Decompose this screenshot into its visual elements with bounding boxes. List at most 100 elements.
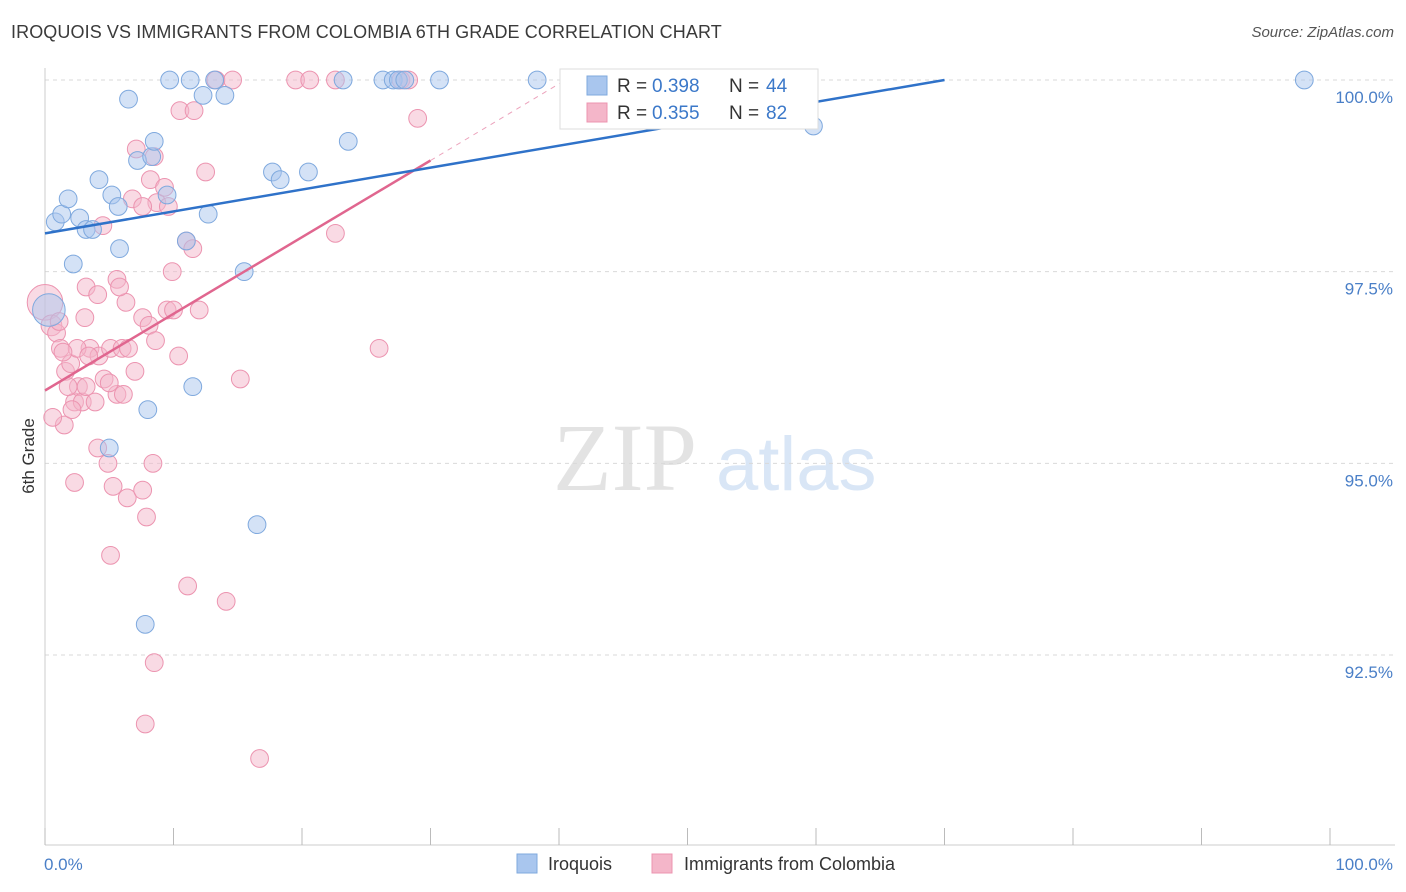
watermark-zip: ZIP: [553, 404, 697, 511]
y-tick-label-0: 92.5%: [1345, 663, 1393, 682]
grid-lines: [45, 79, 1395, 656]
iroquois-point-23: [215, 85, 235, 105]
legend-n-value-1: 44: [766, 76, 788, 97]
colombia-point-56: [110, 277, 129, 297]
iroquois-point-10: [108, 197, 128, 216]
iroquois-point-34: [430, 70, 449, 90]
colombia-point-65: [101, 545, 120, 565]
iroquois-point-14: [142, 147, 162, 167]
colombia-point-70: [250, 749, 269, 768]
y-tick-label-1: 95.0%: [1345, 471, 1393, 490]
legend-n-label-1: N =: [729, 76, 759, 97]
x-tick-label-0: 0.0%: [44, 855, 83, 874]
iroquois-point-36: [138, 400, 158, 420]
iroquois-point-11: [110, 239, 129, 259]
iroquois-point-15: [144, 131, 164, 151]
iroquois-point-38: [99, 438, 119, 458]
colombia-point-52: [230, 369, 250, 389]
colombia-point-75: [79, 346, 99, 366]
colombia-point-21: [125, 361, 145, 381]
colombia-point-27: [169, 346, 189, 366]
iroquois-point-35: [527, 70, 547, 90]
iroquois-point-4: [63, 254, 83, 274]
bottom-legend: Iroquois Immigrants from Colombia: [516, 853, 896, 874]
iroquois-point-8: [89, 170, 109, 190]
colombia-point-46: [300, 70, 320, 90]
iroquois-point-18: [176, 231, 196, 251]
iroquois-point-12: [119, 89, 138, 109]
colombia-point-67: [216, 591, 236, 611]
iroquois-point-16: [157, 185, 177, 205]
iroquois-point-43: [1294, 70, 1314, 90]
y-axis-title: 6th Grade: [19, 418, 38, 494]
colombia-point-51: [326, 223, 345, 243]
iroquois-point-29: [338, 131, 358, 151]
iroquois-point-39: [247, 515, 267, 535]
legend-n-value-2: 82: [766, 103, 787, 124]
iroquois-point-22: [205, 70, 225, 90]
colombia-point-81: [43, 407, 63, 427]
iroquois-point-19: [180, 70, 200, 90]
y-tick-label-2: 97.5%: [1345, 280, 1393, 299]
iroquois-point-37: [183, 377, 203, 397]
iroquois-point-40: [135, 614, 155, 634]
colombia-point-71: [369, 338, 389, 358]
colombia-point-80: [53, 342, 73, 362]
colombia-point-63: [137, 507, 156, 527]
colombia-point-66: [178, 576, 198, 596]
colombia-point-69: [135, 714, 155, 734]
colombia-point-54: [133, 197, 153, 216]
iroquois-point-26: [270, 170, 290, 190]
colombia-point-59: [103, 476, 123, 496]
colombia-point-68: [144, 653, 164, 673]
colombia-points: [26, 70, 428, 768]
y-tick-label-3: 100.0%: [1335, 88, 1393, 107]
iroquois-point-17: [160, 70, 180, 90]
iroquois-point-20: [193, 85, 213, 105]
stats-legend: R = 0.398 N = 44 R = 0.355 N = 82: [559, 68, 819, 130]
legend-r-label-1: R =: [617, 76, 647, 97]
colombia-point-78: [189, 300, 209, 320]
legend-r-value-2: 0.355: [652, 103, 700, 124]
axes: [44, 68, 1395, 846]
iroquois-point-21: [198, 204, 218, 224]
watermark-atlas: atlas: [716, 422, 877, 507]
colombia-point-42: [196, 162, 216, 182]
iroquois-point-3: [58, 189, 78, 209]
legend-r-label-2: R =: [617, 103, 647, 124]
colombia-point-77: [113, 384, 133, 404]
colombia-point-14: [85, 392, 105, 412]
bottom-legend-colombia: Immigrants from Colombia: [684, 854, 896, 874]
colombia-point-60: [117, 488, 137, 508]
source-credit: Source: ZipAtlas.com: [1251, 24, 1394, 41]
colombia-point-11: [62, 400, 82, 420]
colombia-point-64: [65, 473, 84, 492]
colombia-point-50: [408, 108, 428, 128]
bottom-legend-swatch-iroquois: [516, 853, 538, 874]
legend-n-label-2: N =: [729, 103, 759, 124]
colombia-point-57: [99, 373, 119, 393]
colombia-point-12: [75, 308, 95, 328]
iroquois-points: [32, 70, 1314, 634]
colombia-point-79: [162, 262, 182, 282]
legend-r-value-1: 0.398: [652, 76, 700, 97]
chart-title: IROQUOIS VS IMMIGRANTS FROM COLOMBIA 6TH…: [11, 22, 722, 42]
colombia-point-31: [88, 285, 108, 305]
iroquois-point-27: [299, 162, 318, 182]
colombia-point-24: [146, 331, 165, 351]
colombia-trend-line: [44, 159, 432, 392]
colombia-point-41: [184, 101, 204, 121]
legend-swatch-iroquois: [586, 75, 608, 96]
colombia-point-26: [164, 300, 183, 320]
bottom-legend-iroquois: Iroquois: [548, 854, 612, 874]
iroquois-point-33: [395, 70, 415, 90]
colombia-point-62: [143, 453, 163, 473]
bottom-legend-swatch-colombia: [651, 853, 673, 874]
x-tick-label-1: 100.0%: [1335, 855, 1393, 874]
colombia-point-9: [76, 377, 96, 397]
iroquois-point-28: [333, 70, 353, 90]
legend-swatch-colombia: [586, 102, 608, 123]
colombia-point-61: [133, 480, 153, 500]
iroquois-point-0: [32, 293, 66, 327]
